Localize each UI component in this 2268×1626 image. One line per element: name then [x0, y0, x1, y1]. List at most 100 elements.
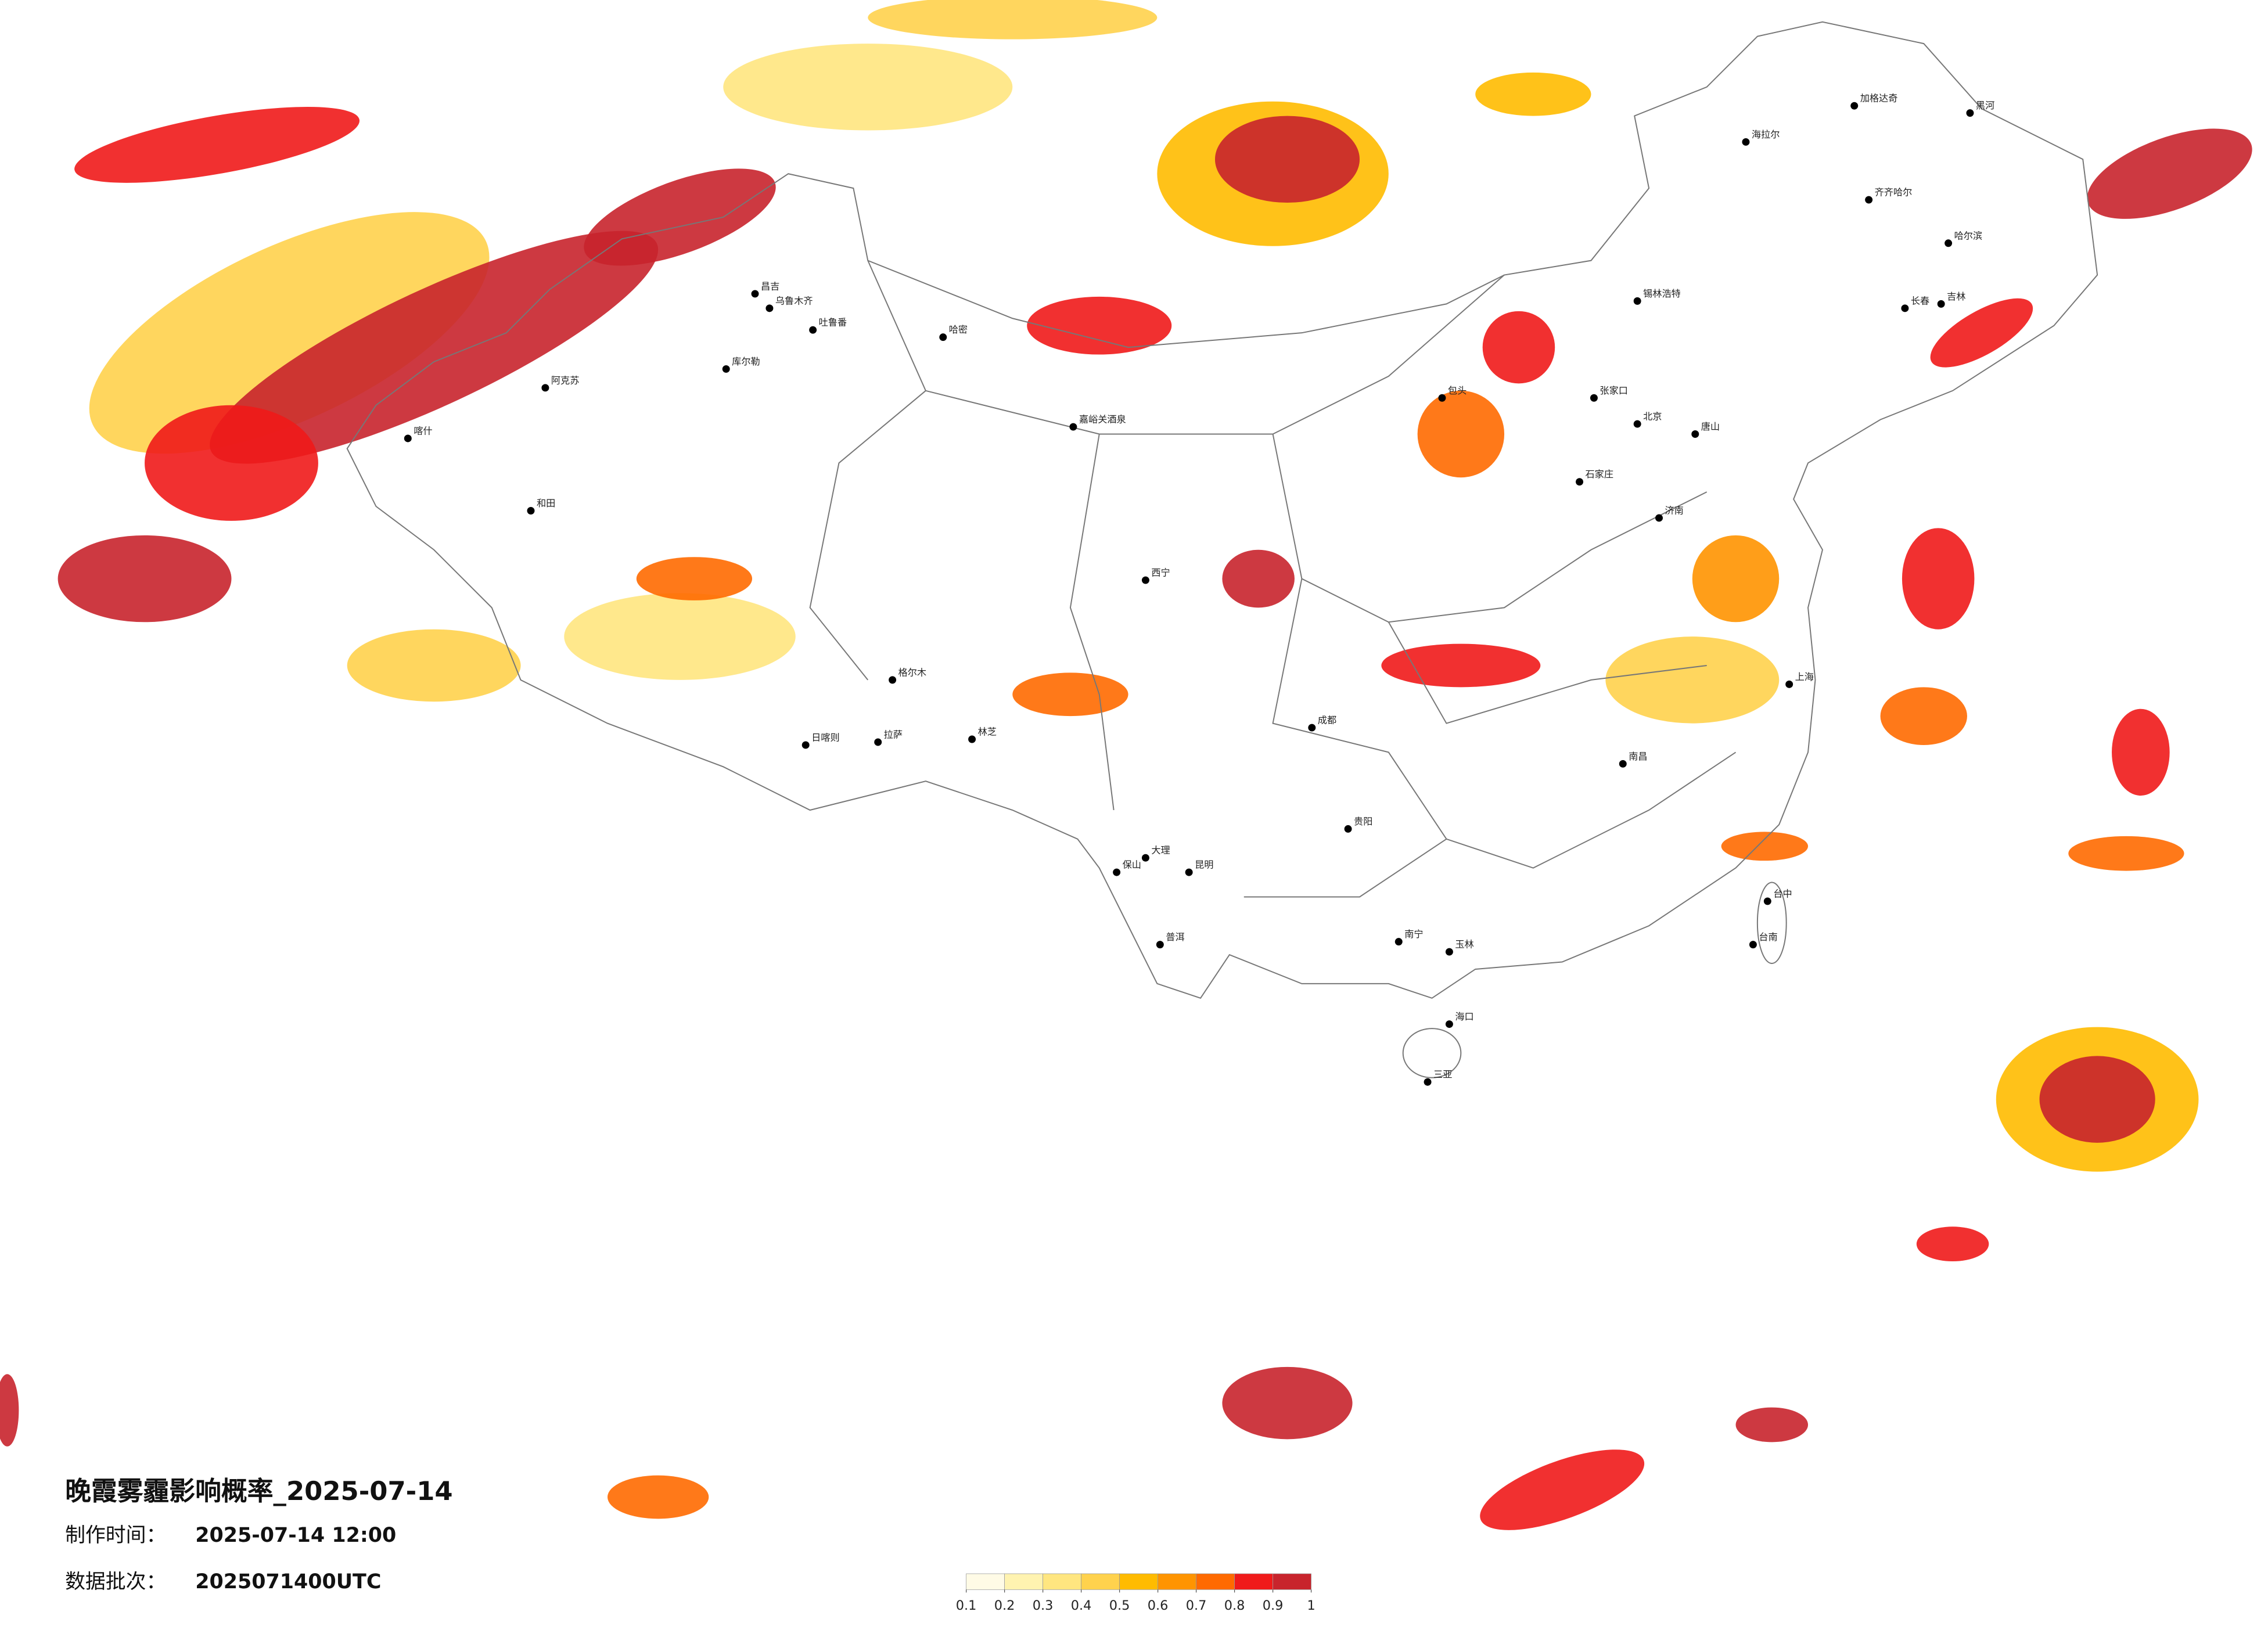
city-label: 玉林: [1455, 939, 1473, 950]
city-label: 张家口: [1600, 385, 1628, 396]
city-dot: [1865, 196, 1873, 204]
heat-layer: [0, 0, 2252, 1530]
city-dot: [801, 741, 810, 749]
city-label: 台南: [1759, 931, 1777, 942]
city-dot: [1438, 394, 1446, 402]
made-label: 制作时间：: [65, 1524, 166, 1547]
city-dot: [1590, 394, 1598, 402]
heat-area: [1381, 643, 1541, 688]
city-dot: [527, 507, 535, 515]
heat-area: [347, 629, 521, 702]
heat-area: [584, 168, 776, 266]
city-label: 西宁: [1151, 567, 1170, 578]
colorbar-label: 1: [1307, 1598, 1315, 1613]
heat-area: [1417, 390, 1505, 478]
heat-area: [1605, 636, 1780, 724]
heat-area: [1692, 535, 1780, 623]
city-dot: [404, 434, 412, 443]
city-label: 拉萨: [884, 729, 903, 740]
city-dot: [1633, 420, 1641, 428]
city-label: 三亚: [1433, 1069, 1452, 1080]
city-dot: [1576, 478, 1584, 486]
city-label: 锡林浩特: [1643, 288, 1681, 299]
heat-area: [1027, 296, 1172, 355]
colorbar-label: 0.3: [1033, 1598, 1054, 1613]
city-label: 海口: [1455, 1011, 1473, 1022]
city-label: 昌吉: [761, 280, 779, 292]
city-dot: [1655, 514, 1663, 522]
city-label: 台中: [1773, 888, 1792, 899]
heat-area: [636, 557, 753, 600]
colorbar-box: [1119, 1573, 1158, 1590]
city-dot: [939, 333, 947, 341]
heat-area: [2039, 1056, 2155, 1143]
city-label: 黑河: [1976, 100, 1994, 111]
heat-area: [607, 1475, 709, 1519]
city-label: 济南: [1665, 505, 1683, 516]
city-dot: [541, 384, 549, 392]
boundaries: [346, 21, 2098, 1078]
city-label: 哈尔滨: [1954, 230, 1983, 241]
city-dot: [1937, 300, 1945, 308]
city-dot: [1691, 430, 1699, 438]
city-label: 保山: [1123, 859, 1141, 870]
city-dot: [1901, 304, 1909, 312]
colorbar-box: [1196, 1573, 1235, 1590]
city-label: 普洱: [1166, 931, 1184, 942]
colorbar-label: 0.1: [956, 1598, 977, 1613]
colorbar-label: 0.6: [1148, 1598, 1169, 1613]
city-dot: [874, 738, 882, 746]
colorbar-label: 0.5: [1109, 1598, 1130, 1613]
heat-area: [1480, 1449, 1645, 1530]
city-dot: [1742, 138, 1750, 146]
colorbar: 0.1 0.2 0.3 0.4 0.5 0.6 0.7 0.8 0.9 1: [956, 1573, 1315, 1613]
city-dot: [1394, 938, 1403, 946]
city-dot: [1749, 941, 1757, 949]
heat-area: [0, 1374, 19, 1447]
colorbar-box: [1004, 1573, 1043, 1590]
city-label: 吉林: [1947, 291, 1965, 302]
heat-area: [2112, 708, 2170, 796]
city-dot: [765, 304, 774, 312]
heat-area: [74, 107, 360, 183]
colorbar-box: [966, 1573, 1005, 1590]
city-label: 成都: [1318, 715, 1336, 726]
city-label: 阿克苏: [551, 375, 580, 386]
colorbar-label: 0.8: [1224, 1598, 1245, 1613]
city-dot: [722, 365, 730, 373]
heat-area: [868, 0, 1158, 39]
title: 晚霞雾霾影响概率_2025-07-14: [65, 1476, 453, 1506]
colorbar-box: [1043, 1573, 1081, 1590]
city-dot: [1185, 868, 1193, 876]
city-dot: [1113, 868, 1121, 876]
city-dot: [1785, 680, 1793, 688]
heat-area: [89, 212, 490, 454]
city-label: 贵阳: [1354, 816, 1372, 827]
province-lines: [809, 260, 1737, 898]
heat-area: [564, 593, 796, 680]
heat-area: [1012, 672, 1128, 717]
city-label: 大理: [1151, 845, 1170, 856]
city-label: 石家庄: [1586, 469, 1614, 480]
colorbar-label: 0.4: [1071, 1598, 1092, 1613]
city-label: 唐山: [1701, 421, 1720, 432]
city-label: 北京: [1643, 411, 1662, 422]
city-dot: [968, 735, 976, 743]
city-label: 齐齐哈尔: [1875, 187, 1913, 198]
heat-area: [723, 44, 1013, 131]
city-dot: [1141, 576, 1149, 584]
city-dot: [1424, 1078, 1432, 1086]
hainan-outline: [1402, 1028, 1462, 1078]
city-label: 上海: [1795, 671, 1814, 682]
heat-area: [57, 535, 232, 623]
heat-area: [1902, 528, 1975, 629]
colorbar-box: [1081, 1573, 1120, 1590]
batch-label: 数据批次：: [65, 1570, 166, 1593]
city-dot: [1308, 724, 1316, 732]
heat-area: [1222, 549, 1295, 608]
city-label: 海拉尔: [1752, 129, 1780, 140]
heat-area: [2068, 836, 2184, 871]
city-label: 昆明: [1195, 859, 1213, 870]
